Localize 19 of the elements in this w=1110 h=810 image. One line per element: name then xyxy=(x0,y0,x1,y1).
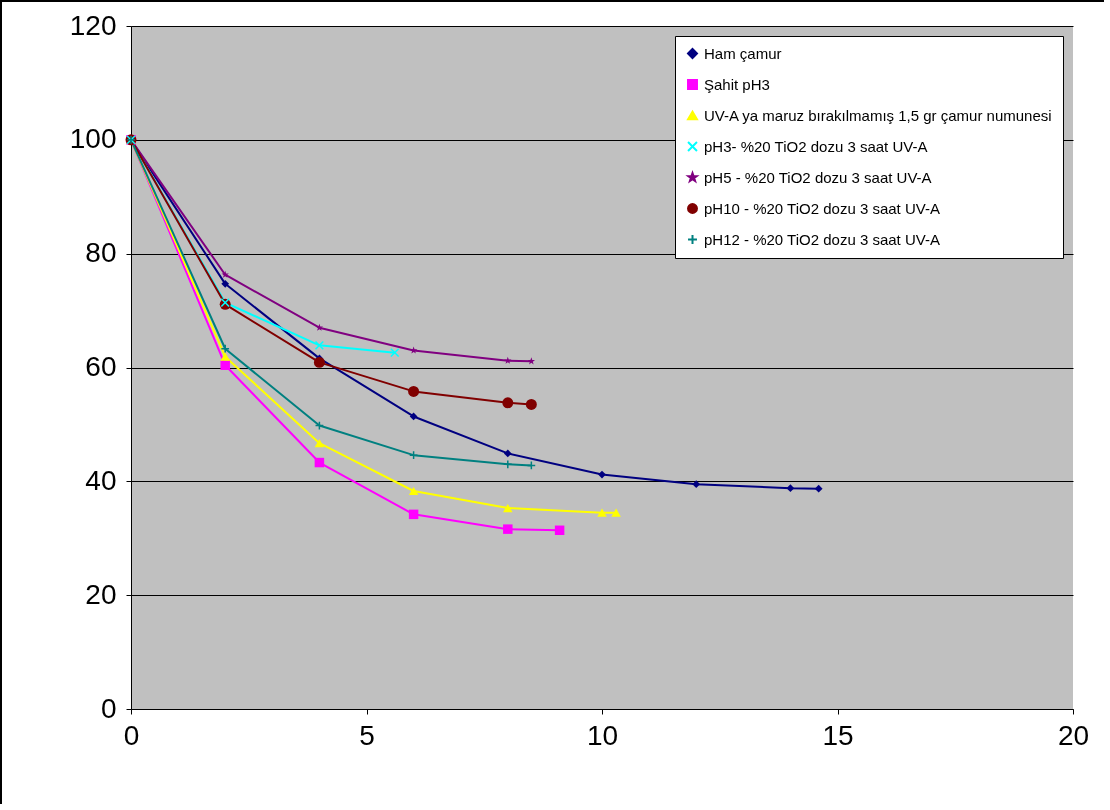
legend-label: Şahit pH3 xyxy=(704,75,770,93)
x-tick-label: 20 xyxy=(1057,719,1090,751)
legend-label: pH3- %20 TiO2 dozu 3 saat UV-A xyxy=(704,137,928,155)
legend-label: pH12 - %20 TiO2 dozu 3 saat UV-A xyxy=(704,230,940,248)
y-tick-label: 20 xyxy=(85,578,117,610)
legend-label: pH10 - %20 TiO2 dozu 3 saat UV-A xyxy=(704,199,940,217)
y-tick-label: 40 xyxy=(85,464,117,496)
y-tick-label: 100 xyxy=(69,123,117,155)
y-tick-label: 120 xyxy=(69,9,117,41)
x-tick-label: 0 xyxy=(123,719,140,751)
y-tick-label: 0 xyxy=(100,692,117,724)
legend-label: pH5 - %20 TiO2 dozu 3 saat UV-A xyxy=(704,168,932,186)
y-tick-label: 60 xyxy=(85,351,117,382)
y-tick-label: 80 xyxy=(85,237,117,269)
x-tick-label: 15 xyxy=(822,719,854,751)
x-tick-label: 5 xyxy=(359,719,375,751)
legend-label: Ham çamur xyxy=(704,44,782,62)
legend-label: UV-A ya maruz bırakılmamış 1,5 gr çamur numunesi xyxy=(704,106,1052,124)
x-tick-label: 10 xyxy=(586,719,619,751)
